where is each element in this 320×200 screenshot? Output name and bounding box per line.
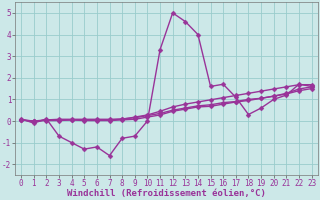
X-axis label: Windchill (Refroidissement éolien,°C): Windchill (Refroidissement éolien,°C) [67, 189, 266, 198]
